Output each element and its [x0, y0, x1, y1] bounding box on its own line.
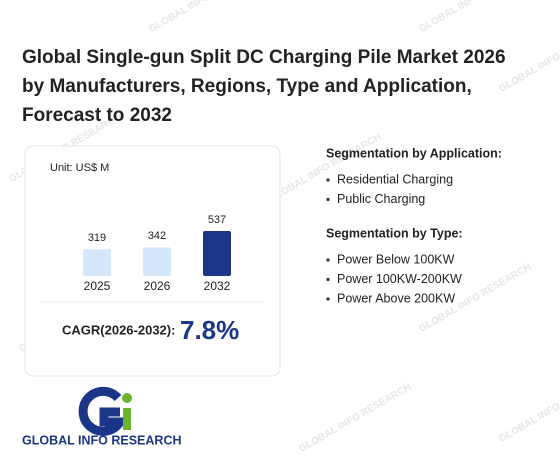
bar — [143, 247, 171, 276]
x-tick-label: 2032 — [204, 279, 231, 293]
cagr-value: 7.8% — [180, 315, 239, 345]
segment-item: Residential Charging — [337, 172, 453, 186]
title-line: by Manufacturers, Regions, Type and Appl… — [22, 76, 472, 97]
cagr-label: CAGR(2026-2032): — [62, 322, 175, 337]
logo-i — [123, 408, 131, 430]
bullet — [326, 258, 330, 262]
title-line: Forecast to 2032 — [22, 105, 172, 126]
segment-heading: Segmentation by Type: — [326, 226, 463, 240]
segment-item: Power Above 200KW — [337, 291, 455, 305]
x-tick-label: 2026 — [144, 279, 171, 293]
unit: Unit: US$ M — [50, 162, 109, 174]
bullet — [326, 277, 330, 282]
watermark: GLOBAL INFO RESEARCH — [147, 0, 263, 35]
bar — [203, 231, 231, 276]
watermark: GLOBAL INFO RESEARCH — [297, 382, 413, 455]
segment-item: Public Charging — [337, 192, 425, 206]
value-label: 537 — [208, 214, 226, 226]
logo-text: GLOBAL INFO RESEARCH — [22, 433, 182, 447]
logo-g — [78, 386, 129, 436]
bullet — [326, 178, 330, 182]
logo-dot — [122, 393, 132, 403]
watermark: GLOBAL INFO RESEARCH — [497, 372, 560, 445]
value-label: 319 — [88, 232, 106, 244]
segment-heading: Segmentation by Application: — [326, 146, 502, 160]
watermark: GLOBAL INFO RESEARCH — [417, 0, 533, 35]
bar — [83, 249, 111, 276]
bullet — [326, 197, 330, 202]
title-line: Global Single-gun Split DC Charging Pile… — [22, 47, 506, 68]
bullet — [326, 297, 330, 301]
logo: GLOBAL INFO RESEARCH — [22, 386, 182, 447]
value-label: 342 — [148, 230, 166, 242]
segment-item: Power Below 100KW — [337, 252, 455, 266]
segment-item: Power 100KW-200KW — [337, 272, 462, 286]
watermark: GLOBAL INFO RESEARCH — [497, 22, 560, 95]
x-tick-label: 2025 — [84, 279, 111, 293]
